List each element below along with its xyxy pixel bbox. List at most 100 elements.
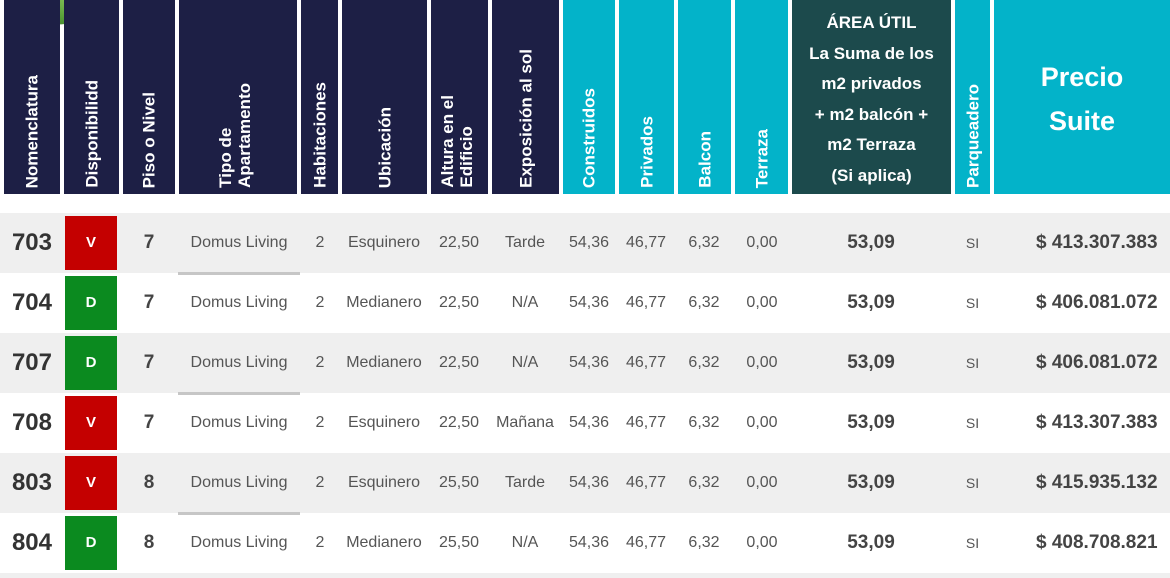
header-terraza: Terraza: [735, 0, 788, 194]
altura-cell: 22,50: [438, 294, 480, 311]
parqueadero-cell: SI: [965, 295, 980, 311]
exposicion-cell: Mañana: [496, 414, 554, 431]
header-area-util-label: ÁREA ÚTIL La Suma de los m2 privados + m…: [809, 13, 934, 185]
area-util-cell: 53,09: [847, 352, 895, 373]
status-badge-vendido: V: [65, 396, 117, 450]
table-row[interactable]: 804 D 8 Domus Living 2 Medianero 25,50 N…: [0, 513, 1170, 573]
nomenclatura-cell: 703: [11, 229, 52, 256]
construidos-cell: 54,36: [568, 294, 610, 311]
table-row-partial: [0, 573, 1170, 578]
table-row[interactable]: 803 V 8 Domus Living 2 Esquinero 25,50 T…: [0, 453, 1170, 513]
privados-cell: 46,77: [625, 294, 667, 311]
header-tipo: Tipo de Apartamento: [179, 0, 297, 194]
precio-cell: $ 408.708.821: [1036, 532, 1158, 553]
header-area-util: ÁREA ÚTIL La Suma de los m2 privados + m…: [792, 0, 951, 194]
header-tipo-label: Tipo de Apartamento: [216, 83, 254, 188]
exposicion-cell: Tarde: [504, 474, 546, 491]
precio-cell: $ 415.935.132: [1036, 472, 1158, 493]
header-balcon-label: Balcon: [695, 131, 714, 188]
terraza-cell: 0,00: [746, 414, 778, 431]
nomenclatura-cell: 804: [11, 529, 52, 556]
area-util-cell: 53,09: [847, 292, 895, 313]
ubicacion-cell: Esquinero: [347, 474, 421, 491]
exposicion-cell: Tarde: [504, 234, 546, 251]
row-divider: [178, 272, 300, 275]
privados-cell: 46,77: [625, 354, 667, 371]
header-precio-label: Precio Suite: [1040, 62, 1124, 136]
tipo-cell: Domus Living: [190, 294, 288, 311]
header-habitaciones-label: Habitaciones: [310, 82, 329, 188]
area-util-cell: 53,09: [847, 232, 895, 253]
area-util-cell: 53,09: [847, 412, 895, 433]
privados-cell: 46,77: [625, 234, 667, 251]
tipo-cell: Domus Living: [190, 234, 288, 251]
balcon-cell: 6,32: [688, 534, 720, 551]
parqueadero-cell: SI: [965, 535, 980, 551]
construidos-cell: 54,36: [568, 474, 610, 491]
altura-cell: 25,50: [438, 474, 480, 491]
construidos-cell: 54,36: [568, 534, 610, 551]
table-row[interactable]: 704 D 7 Domus Living 2 Medianero 22,50 N…: [0, 273, 1170, 333]
balcon-cell: 6,32: [688, 414, 720, 431]
terraza-cell: 0,00: [746, 354, 778, 371]
altura-cell: 25,50: [438, 534, 480, 551]
precio-cell: $ 406.081.072: [1036, 292, 1158, 313]
header-precio: Precio Suite: [994, 0, 1170, 194]
row-divider: [178, 392, 300, 395]
status-badge-disponible: D: [65, 516, 117, 570]
nomenclatura-cell: 704: [11, 289, 52, 316]
header-privados-label: Privados: [637, 116, 656, 188]
table-row[interactable]: 708 V 7 Domus Living 2 Esquinero 22,50 M…: [0, 393, 1170, 453]
area-util-cell: 53,09: [847, 472, 895, 493]
header-parqueadero-label: Parqueadero: [963, 84, 982, 188]
header-nomenclatura: Nomenclatura: [4, 0, 60, 194]
nomenclatura-cell: 708: [11, 409, 52, 436]
status-badge-vendido: V: [65, 456, 117, 510]
header-altura-label: Altura en el Edificio: [438, 95, 476, 188]
header-nomenclatura-label: Nomenclatura: [22, 74, 42, 188]
row-divider: [178, 512, 300, 515]
balcon-cell: 6,32: [688, 474, 720, 491]
header-piso-label: Piso o Nivel: [139, 91, 159, 188]
terraza-cell: 0,00: [746, 534, 778, 551]
tipo-cell: Domus Living: [190, 474, 288, 491]
exposicion-cell: N/A: [511, 354, 539, 371]
exposicion-cell: N/A: [511, 534, 539, 551]
altura-cell: 22,50: [438, 354, 480, 371]
status-badge-vendido: V: [65, 216, 117, 270]
privados-cell: 46,77: [625, 414, 667, 431]
header-altura: Altura en el Edificio: [431, 0, 488, 194]
piso-cell: 7: [143, 412, 155, 433]
piso-cell: 7: [143, 352, 155, 373]
ubicacion-cell: Medianero: [346, 354, 422, 371]
header-exposicion-label: Exposición al sol: [516, 49, 535, 188]
habitaciones-cell: 2: [315, 534, 325, 551]
balcon-cell: 6,32: [688, 234, 720, 251]
privados-cell: 46,77: [625, 534, 667, 551]
construidos-cell: 54,36: [568, 414, 610, 431]
altura-cell: 22,50: [438, 234, 480, 251]
piso-cell: 8: [143, 472, 155, 493]
tipo-cell: Domus Living: [190, 354, 288, 371]
parqueadero-cell: SI: [965, 235, 980, 251]
precio-cell: $ 406.081.072: [1036, 352, 1158, 373]
table-row[interactable]: 703 V 7 Domus Living 2 Esquinero 22,50 T…: [0, 213, 1170, 273]
status-badge-disponible: D: [65, 336, 117, 390]
piso-cell: 8: [143, 532, 155, 553]
privados-cell: 46,77: [625, 474, 667, 491]
exposicion-cell: N/A: [511, 294, 539, 311]
terraza-cell: 0,00: [746, 234, 778, 251]
tipo-cell: Domus Living: [190, 414, 288, 431]
nomenclatura-cell: 803: [11, 469, 52, 496]
header-habitaciones: Habitaciones: [301, 0, 338, 194]
header-piso: Piso o Nivel: [123, 0, 175, 194]
table-row[interactable]: 707 D 7 Domus Living 2 Medianero 22,50 N…: [0, 333, 1170, 393]
ubicacion-cell: Medianero: [346, 294, 422, 311]
parqueadero-cell: SI: [965, 355, 980, 371]
header-privados: Privados: [619, 0, 674, 194]
precio-cell: $ 413.307.383: [1036, 412, 1158, 433]
balcon-cell: 6,32: [688, 354, 720, 371]
header-exposicion: Exposición al sol: [492, 0, 559, 194]
habitaciones-cell: 2: [315, 354, 325, 371]
construidos-cell: 54,36: [568, 234, 610, 251]
